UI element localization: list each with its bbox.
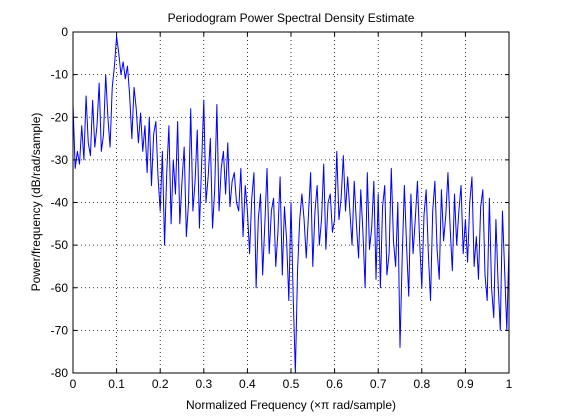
x-tick-label: 0.3 <box>195 377 212 391</box>
x-tick-label: 0.2 <box>152 377 169 391</box>
chart-title: Periodogram Power Spectral Density Estim… <box>168 11 415 25</box>
x-tick-labels: 0 0.1 0.2 0.3 0.4 0.5 0.6 0.7 0.8 0.9 1 <box>70 377 513 391</box>
y-tick-label: -80 <box>51 366 69 380</box>
x-tick-label: 0.9 <box>457 377 474 391</box>
y-axis-label: Power/frequency (dB/rad/sample) <box>29 113 43 292</box>
y-tick-label: -50 <box>51 238 69 252</box>
y-tick-label: 0 <box>61 25 68 39</box>
x-axis-label: Normalized Frequency (×π rad/sample) <box>186 398 396 412</box>
series-group <box>72 35 510 374</box>
x-tick-label: 0.5 <box>283 377 300 391</box>
y-tick-label: -40 <box>51 196 69 210</box>
x-tick-label: 0.6 <box>326 377 343 391</box>
psd-series-line <box>72 35 510 374</box>
y-tick-label: -60 <box>51 281 69 295</box>
x-tick-label: 1 <box>506 377 513 391</box>
y-tick-label: -30 <box>51 153 69 167</box>
x-tick-label: 0.1 <box>108 377 125 391</box>
grid-lines <box>73 32 509 373</box>
x-tick-label: 0.4 <box>239 377 256 391</box>
x-tick-label: 0 <box>70 377 77 391</box>
y-tick-labels: 0 -10 -20 -30 -40 -50 -60 -70 -80 <box>51 25 69 380</box>
y-tick-label: -20 <box>51 110 69 124</box>
y-tick-label: -10 <box>51 68 69 82</box>
axis-ticks <box>72 31 510 374</box>
x-tick-label: 0.7 <box>370 377 387 391</box>
y-tick-label: -70 <box>51 323 69 337</box>
x-tick-label: 0.8 <box>413 377 430 391</box>
